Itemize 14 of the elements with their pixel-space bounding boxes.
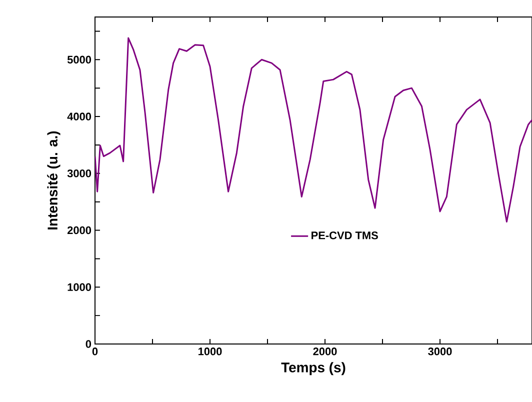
y-tick-label: 5000: [67, 56, 92, 64]
line-series: [95, 37, 532, 222]
x-axis-title: Temps (s): [281, 362, 346, 376]
y-tick-label: 0: [86, 340, 92, 348]
y-tick-label: 4000: [67, 112, 92, 120]
x-tick-label: 3000: [428, 348, 452, 356]
y-tick-label: 2000: [67, 226, 92, 234]
legend-label: PE-CVD TMS: [312, 232, 378, 240]
y-tick-label: 1000: [68, 283, 92, 292]
y-axis-title: Intensité (u. a.): [47, 131, 60, 230]
x-tick-label: 2000: [313, 348, 337, 356]
x-tick-label: 1000: [198, 348, 222, 356]
y-tick-label: 3000: [67, 170, 92, 178]
x-tick-label: 0: [92, 348, 98, 356]
